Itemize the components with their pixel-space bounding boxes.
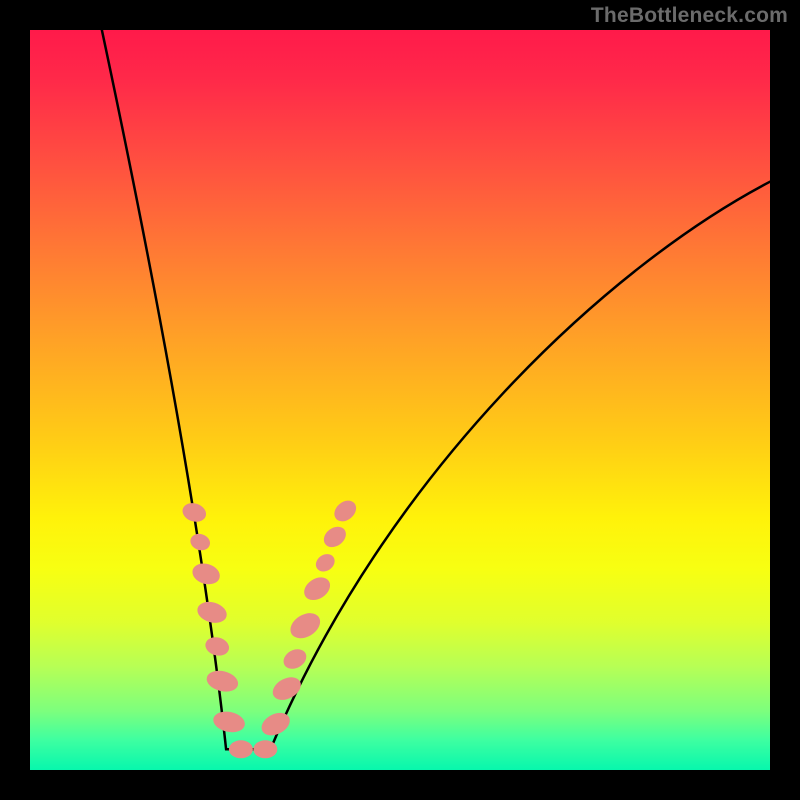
data-bead: [312, 551, 338, 576]
data-bead: [300, 573, 334, 605]
data-bead: [190, 560, 223, 587]
watermark-label: TheBottleneck.com: [591, 4, 788, 28]
data-bead: [280, 645, 310, 672]
plot-area: [30, 30, 770, 770]
chart-overlay: [30, 30, 770, 770]
data-bead: [286, 608, 325, 643]
data-bead: [253, 740, 277, 758]
data-bead: [229, 740, 253, 758]
bottleneck-curve: [100, 23, 770, 750]
data-bead: [195, 599, 229, 626]
figure-frame: TheBottleneck.com: [0, 0, 800, 800]
data-bead: [180, 500, 208, 525]
data-bead: [211, 709, 246, 735]
data-bead: [188, 531, 212, 552]
data-bead: [330, 496, 360, 525]
data-bead: [203, 635, 231, 659]
data-bead: [269, 673, 305, 705]
data-beads-group: [180, 496, 360, 758]
data-bead: [204, 668, 240, 695]
data-bead: [320, 522, 350, 551]
